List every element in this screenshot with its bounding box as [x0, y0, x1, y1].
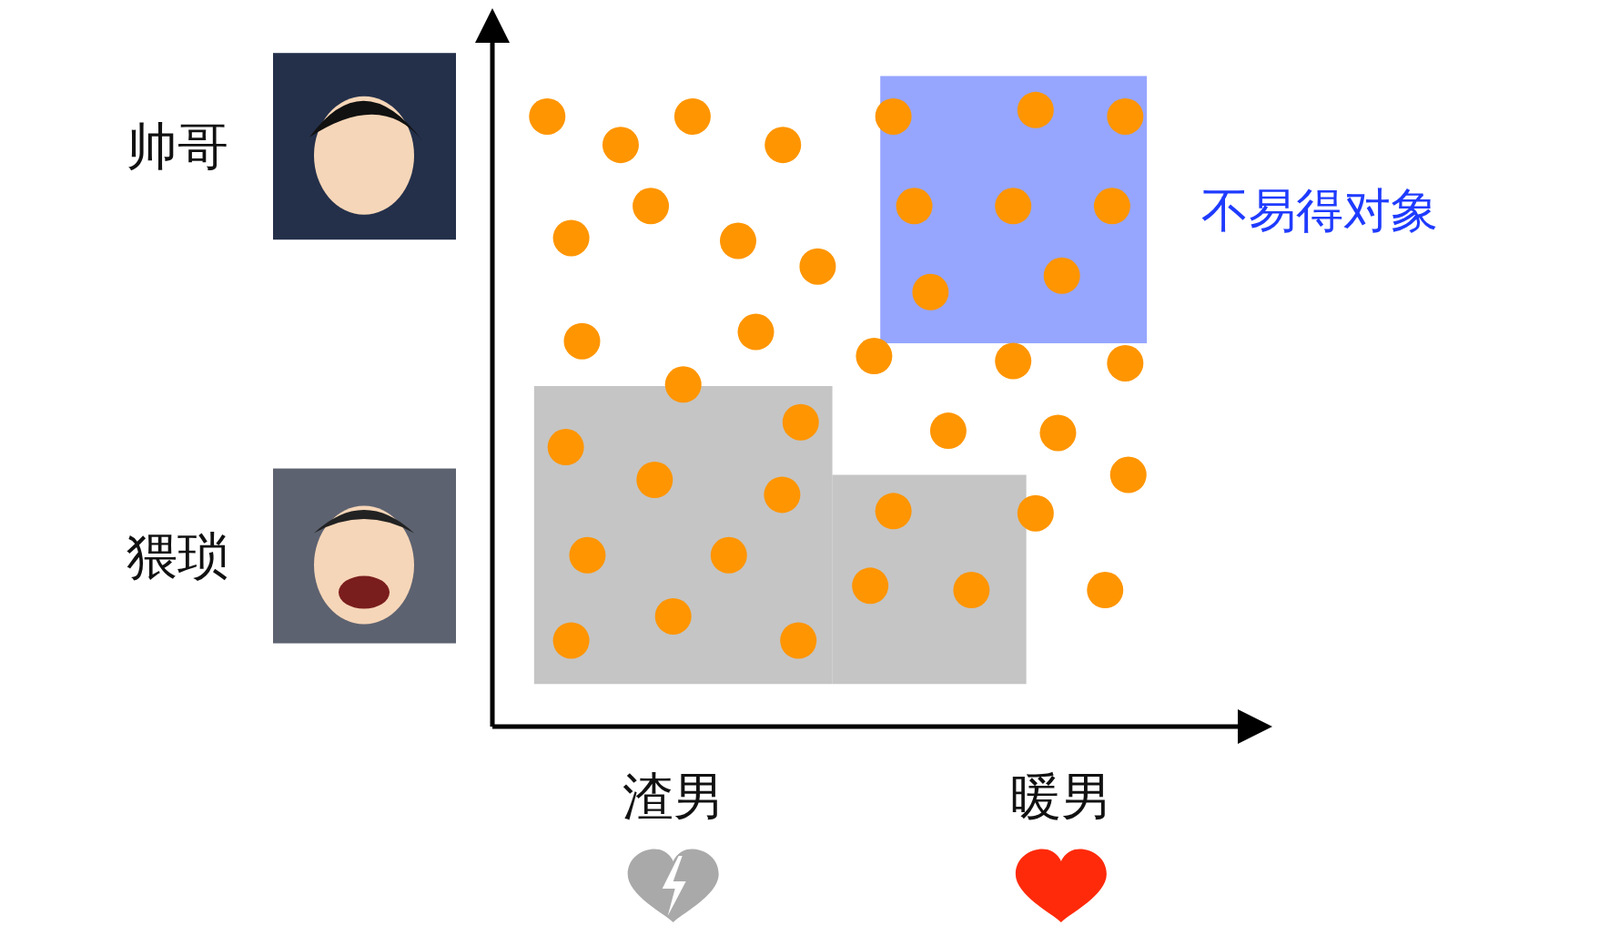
svg-text:猥琐: 猥琐 [126, 526, 229, 586]
svg-text:不易得对象: 不易得对象 [1201, 182, 1438, 238]
svg-text:暖男: 暖男 [1010, 766, 1113, 826]
svg-text:帅哥: 帅哥 [126, 116, 229, 176]
svg-text:渣男: 渣男 [622, 766, 725, 826]
